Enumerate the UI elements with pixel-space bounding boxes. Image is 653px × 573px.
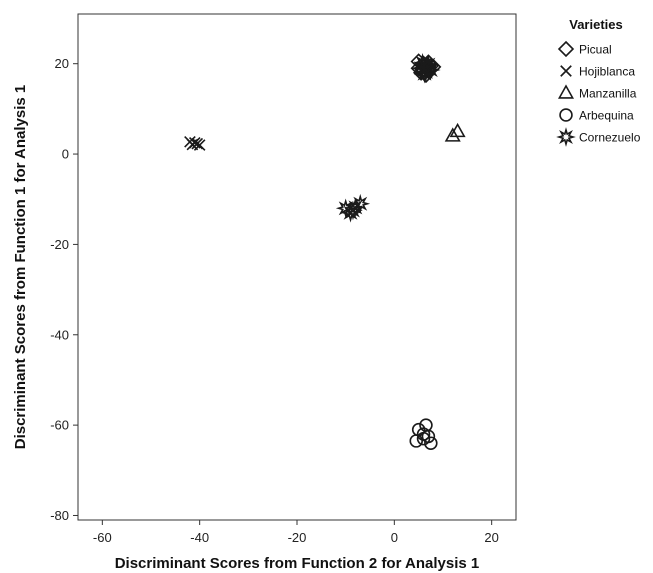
y-tick-label: -40 <box>50 327 69 342</box>
y-tick-label: 20 <box>55 56 69 71</box>
data-point <box>193 139 206 151</box>
x-tick-label: -60 <box>93 530 112 545</box>
legend-label: Hojiblanca <box>579 65 635 79</box>
legend-marker-diamond-icon <box>557 40 575 58</box>
x-axis: -60 -40 -20 0 20 <box>93 520 499 545</box>
data-point <box>416 431 431 446</box>
legend-item-manzanilla: Manzanilla <box>557 84 637 101</box>
x-tick-label: 0 <box>391 530 398 545</box>
data-point <box>417 57 438 77</box>
series-hojiblanca <box>184 136 206 151</box>
series-arbequina <box>409 418 438 450</box>
data-point <box>345 197 366 218</box>
legend-title: Varieties <box>569 17 623 32</box>
y-tick-label: 0 <box>62 147 69 162</box>
x-tick-label: 20 <box>484 530 498 545</box>
data-points <box>184 52 466 450</box>
legend: Varieties Picual Hojiblanca Manzanilla Arbe… <box>556 17 641 147</box>
x-tick-label: -20 <box>288 530 307 545</box>
y-axis: -80 -60 -40 -20 0 20 <box>50 56 78 523</box>
legend-item-hojiblanca: Hojiblanca <box>560 65 635 79</box>
data-point <box>424 436 438 450</box>
series-cornezuelo <box>335 52 441 223</box>
x-tick-label: -40 <box>190 530 209 545</box>
legend-marker-star-icon <box>556 127 576 147</box>
legend-label: Picual <box>579 43 612 57</box>
y-tick-label: -60 <box>50 418 69 433</box>
legend-item-arbequina: Arbequina <box>559 108 634 123</box>
legend-marker-x-icon <box>560 65 572 77</box>
y-tick-label: -20 <box>50 237 69 252</box>
series-manzanilla <box>444 122 466 142</box>
legend-marker-triangle-icon <box>557 84 575 99</box>
data-point <box>444 127 461 142</box>
legend-item-cornezuelo: Cornezuelo <box>556 127 641 147</box>
legend-label: Manzanilla <box>579 87 637 101</box>
y-tick-label: -80 <box>50 508 69 523</box>
legend-marker-circle-icon <box>559 108 573 122</box>
x-axis-title: Discriminant Scores from Function 2 for … <box>115 555 480 572</box>
legend-label: Arbequina <box>579 109 634 123</box>
legend-item-picual: Picual <box>557 40 612 58</box>
y-axis-title: Discriminant Scores from Function 1 for … <box>12 85 29 450</box>
legend-label: Cornezuelo <box>579 131 641 145</box>
plot-area <box>77 13 517 521</box>
